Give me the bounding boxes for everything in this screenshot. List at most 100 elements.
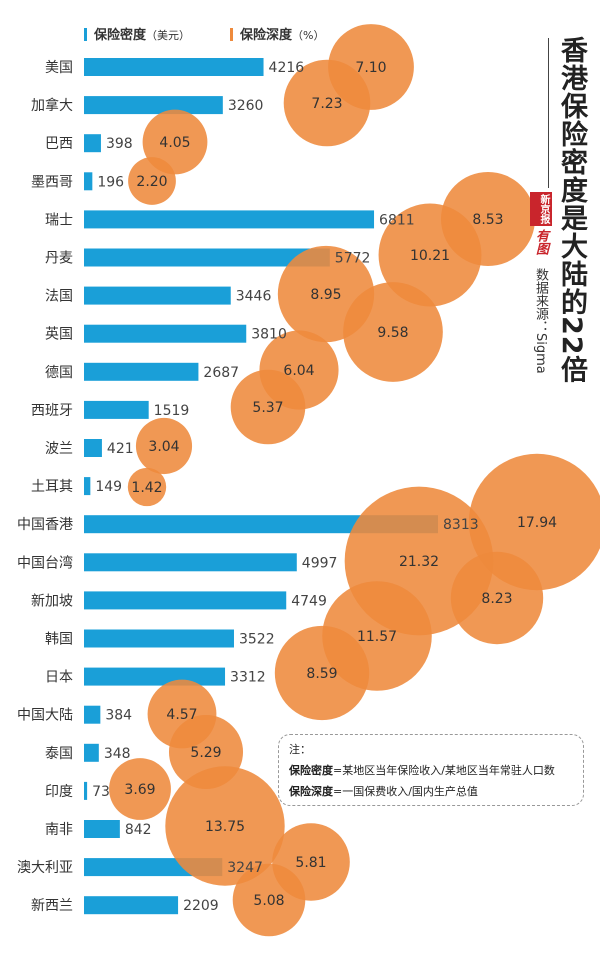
density-value: 5772 (335, 251, 371, 267)
density-bar (84, 248, 330, 267)
depth-value: 6.04 (283, 363, 314, 379)
depth-value: 5.08 (253, 893, 284, 909)
depth-value: 5.81 (295, 855, 326, 871)
legend-depth-label: 保险深度 (240, 28, 293, 43)
title-rule (548, 38, 549, 188)
density-bar (84, 820, 120, 838)
category-label: 加拿大 (31, 97, 73, 114)
density-value: 842 (125, 822, 152, 838)
density-value: 4216 (269, 60, 305, 76)
depth-bubble (343, 282, 443, 382)
legend-density-swatch (84, 28, 87, 41)
category-label: 波兰 (45, 441, 73, 457)
depth-bubble (165, 766, 285, 886)
depth-bubble (127, 467, 167, 507)
density-value: 384 (105, 708, 132, 724)
density-value: 3522 (239, 632, 275, 648)
category-label: 印度 (45, 784, 73, 800)
depth-value: 5.37 (252, 400, 283, 416)
depth-value: 3.04 (148, 439, 179, 455)
density-bar (84, 210, 375, 229)
note-depth-def: =一国保费收入/国内生产总值 (333, 785, 478, 798)
depth-bubbles (109, 24, 600, 937)
depth-bubble (274, 625, 370, 721)
depth-bubble (378, 203, 482, 307)
density-bar (84, 553, 297, 572)
chart-labels: 美国 4216 加拿大 3260 巴西 398 墨西哥 196 瑞士 6811 丹麦 5772 法国 34… (17, 60, 557, 914)
note-density-def: =某地区当年保险收入/某地区当年常驻人口数 (333, 764, 555, 777)
depth-value: 10.21 (410, 248, 450, 264)
category-label: 西班牙 (31, 403, 73, 419)
depth-value: 17.94 (517, 515, 557, 531)
category-label: 美国 (45, 60, 73, 76)
category-label: 中国大陆 (17, 708, 73, 724)
depth-value: 21.32 (399, 554, 439, 570)
depth-bubble (283, 59, 371, 147)
category-label: 新加坡 (31, 593, 73, 609)
category-label: 韩国 (45, 632, 73, 648)
category-label: 中国台湾 (17, 554, 73, 571)
category-label: 澳大利亚 (17, 860, 73, 876)
density-value: 8313 (443, 517, 479, 533)
density-bar (84, 515, 438, 534)
density-bar (84, 705, 101, 724)
density-bar (84, 400, 149, 419)
depth-value: 8.53 (472, 212, 503, 228)
category-label: 巴西 (45, 136, 73, 152)
density-bar (84, 362, 199, 381)
depth-value: 8.59 (306, 666, 337, 682)
density-value: 2209 (183, 898, 219, 914)
brand-stamp-script: 有图 (533, 229, 548, 255)
category-label: 土耳其 (31, 479, 73, 495)
density-bar (84, 439, 102, 457)
depth-value: 4.57 (166, 707, 197, 723)
definition-note: 注： 保险密度=某地区当年保险收入/某地区当年常驻人口数 保险深度=一国保费收入… (278, 734, 584, 806)
category-label: 英国 (45, 326, 73, 343)
category-label: 德国 (45, 365, 73, 381)
legend-density: 保险密度（美元） (84, 24, 190, 43)
depth-value: 4.05 (159, 135, 190, 151)
depth-value: 2.20 (136, 174, 167, 190)
legend-depth-swatch (230, 28, 233, 41)
brand-stamp-logo: 新京报 (530, 192, 552, 226)
category-label: 墨西哥 (31, 174, 73, 190)
legend-density-label: 保险密度 (94, 28, 147, 43)
depth-value: 11.57 (357, 629, 397, 645)
density-value: 196 (97, 174, 124, 190)
density-bar (84, 477, 91, 496)
density-bar (84, 324, 247, 343)
brand-stamp: 新京报 有图 (530, 192, 552, 255)
density-value: 4997 (302, 555, 338, 571)
density-value: 149 (95, 479, 122, 495)
depth-value: 9.58 (377, 325, 408, 341)
density-value: 73 (92, 784, 110, 800)
density-bar (84, 134, 101, 153)
density-bar (84, 629, 234, 648)
category-label: 新西兰 (31, 898, 73, 914)
density-value: 398 (106, 136, 133, 152)
density-bar (84, 96, 223, 115)
density-bar (84, 172, 93, 191)
density-value: 2687 (203, 365, 239, 381)
category-label: 日本 (45, 670, 73, 686)
depth-bubble (232, 863, 306, 937)
category-label: 瑞士 (45, 212, 73, 228)
note-density-term: 保险密度 (289, 764, 333, 777)
category-label: 泰国 (45, 746, 73, 762)
depth-bubble (450, 551, 544, 645)
density-value: 3312 (230, 670, 266, 686)
density-value: 6811 (379, 212, 415, 228)
note-depth: 保险深度=一国保费收入/国内生产总值 (289, 783, 573, 799)
density-bar (84, 667, 226, 686)
depth-value: 3.69 (124, 782, 155, 798)
depth-value: 5.29 (190, 745, 221, 761)
density-value: 3247 (227, 860, 263, 876)
data-source: 数据来源：Sigma (533, 268, 548, 374)
depth-value: 1.42 (131, 480, 162, 496)
depth-value: 7.10 (355, 60, 386, 76)
density-value: 4749 (291, 593, 327, 609)
legend-depth: 保险深度（%） (230, 24, 324, 43)
density-bar (84, 781, 88, 800)
density-value: 1519 (154, 403, 190, 419)
